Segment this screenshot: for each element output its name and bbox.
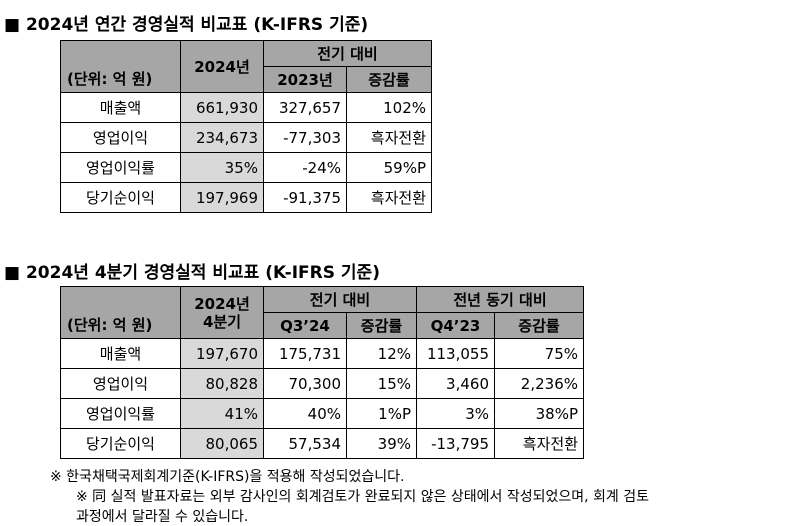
row-label: 영업이익률	[60, 152, 181, 183]
header-current-year: 2024년	[180, 40, 264, 93]
cell-change: 102%	[346, 92, 432, 123]
header-prev-year: 2023년	[263, 66, 347, 93]
note-ifrs: ※ 한국채택국제회계기준(K-IFRS)을 적용해 작성되었습니다.	[50, 469, 405, 485]
row-label: 영업이익	[60, 368, 181, 399]
header-change: 증감률	[346, 66, 432, 93]
header-qoq-change: 증감률	[346, 312, 417, 339]
cell-prev: -24%	[263, 152, 347, 183]
cell-current: 80,065	[180, 428, 264, 459]
cell-qoq: 12%	[346, 338, 417, 369]
cell-current: 234,673	[180, 122, 264, 153]
table-row: 영업이익률 35% -24% 59%P	[60, 152, 432, 183]
table-row: 영업이익률 41% 40% 1%P 3% 38%P	[60, 398, 584, 429]
row-label: 당기순이익	[60, 182, 181, 213]
cell-current: 197,670	[180, 338, 264, 369]
cell-q3: 70,300	[263, 368, 347, 399]
note-audit: ※ 同 실적 발표자료는 외부 감사인의 회계검토가 완료되지 않은 상태에서 …	[76, 489, 650, 505]
cell-yoy: 75%	[494, 338, 584, 369]
cell-current: 197,969	[180, 182, 264, 213]
header-q4-23: Q4’23	[416, 312, 495, 339]
cell-q3: 40%	[263, 398, 347, 429]
cell-q4prev: 3,460	[416, 368, 495, 399]
header-q3-24: Q3’24	[263, 312, 347, 339]
header-compare-group: 전기 대비	[263, 40, 432, 67]
cell-q3: 57,534	[263, 428, 347, 459]
table-row: 영업이익 234,673 -77,303 흑자전환	[60, 122, 432, 153]
cell-change: 흑자전환	[346, 182, 432, 213]
row-label: 영업이익	[60, 122, 181, 153]
quarterly-table-title: ■ 2024년 4분기 경영실적 비교표 (K-IFRS 기준)	[4, 263, 380, 283]
row-label: 매출액	[60, 338, 181, 369]
row-label: 매출액	[60, 92, 181, 123]
unit-label: (단위: 억 원)	[60, 286, 181, 339]
cell-yoy: 흑자전환	[494, 428, 584, 459]
cell-qoq: 15%	[346, 368, 417, 399]
cell-q4prev: 3%	[416, 398, 495, 429]
header-current-year: 2024년	[194, 294, 250, 313]
annual-table-title: ■ 2024년 연간 경영실적 비교표 (K-IFRS 기준)	[4, 15, 369, 35]
header-yoy-group: 전년 동기 대비	[416, 286, 584, 313]
cell-q4prev: -13,795	[416, 428, 495, 459]
quarterly-results-table: (단위: 억 원) 2024년 4분기 전기 대비 전년 동기 대비 Q3’24…	[60, 286, 584, 459]
table-row: 매출액 661,930 327,657 102%	[60, 92, 432, 123]
cell-qoq: 1%P	[346, 398, 417, 429]
table-row: 당기순이익 80,065 57,534 39% -13,795 흑자전환	[60, 428, 584, 459]
header-current-q: 4분기	[202, 312, 242, 331]
header-qoq-group: 전기 대비	[263, 286, 417, 313]
annual-results-table: (단위: 억 원) 2024년 전기 대비 2023년 증감률 매출액 661,…	[60, 40, 432, 213]
table-row: 당기순이익 197,969 -91,375 흑자전환	[60, 182, 432, 213]
row-label: 당기순이익	[60, 428, 181, 459]
table-row: 매출액 197,670 175,731 12% 113,055 75%	[60, 338, 584, 369]
cell-q3: 175,731	[263, 338, 347, 369]
table-row: 영업이익 80,828 70,300 15% 3,460 2,236%	[60, 368, 584, 399]
cell-prev: -77,303	[263, 122, 347, 153]
cell-change: 흑자전환	[346, 122, 432, 153]
note-audit-cont: 과정에서 달라질 수 있습니다.	[76, 509, 249, 525]
cell-current: 41%	[180, 398, 264, 429]
cell-yoy: 38%P	[494, 398, 584, 429]
row-label: 영업이익률	[60, 398, 181, 429]
cell-current: 80,828	[180, 368, 264, 399]
cell-yoy: 2,236%	[494, 368, 584, 399]
header-current-quarter: 2024년 4분기	[180, 286, 264, 339]
header-yoy-change: 증감률	[494, 312, 584, 339]
unit-label: (단위: 억 원)	[60, 40, 181, 93]
cell-qoq: 39%	[346, 428, 417, 459]
cell-current: 35%	[180, 152, 264, 183]
cell-prev: 327,657	[263, 92, 347, 123]
cell-prev: -91,375	[263, 182, 347, 213]
cell-change: 59%P	[346, 152, 432, 183]
cell-q4prev: 113,055	[416, 338, 495, 369]
cell-current: 661,930	[180, 92, 264, 123]
